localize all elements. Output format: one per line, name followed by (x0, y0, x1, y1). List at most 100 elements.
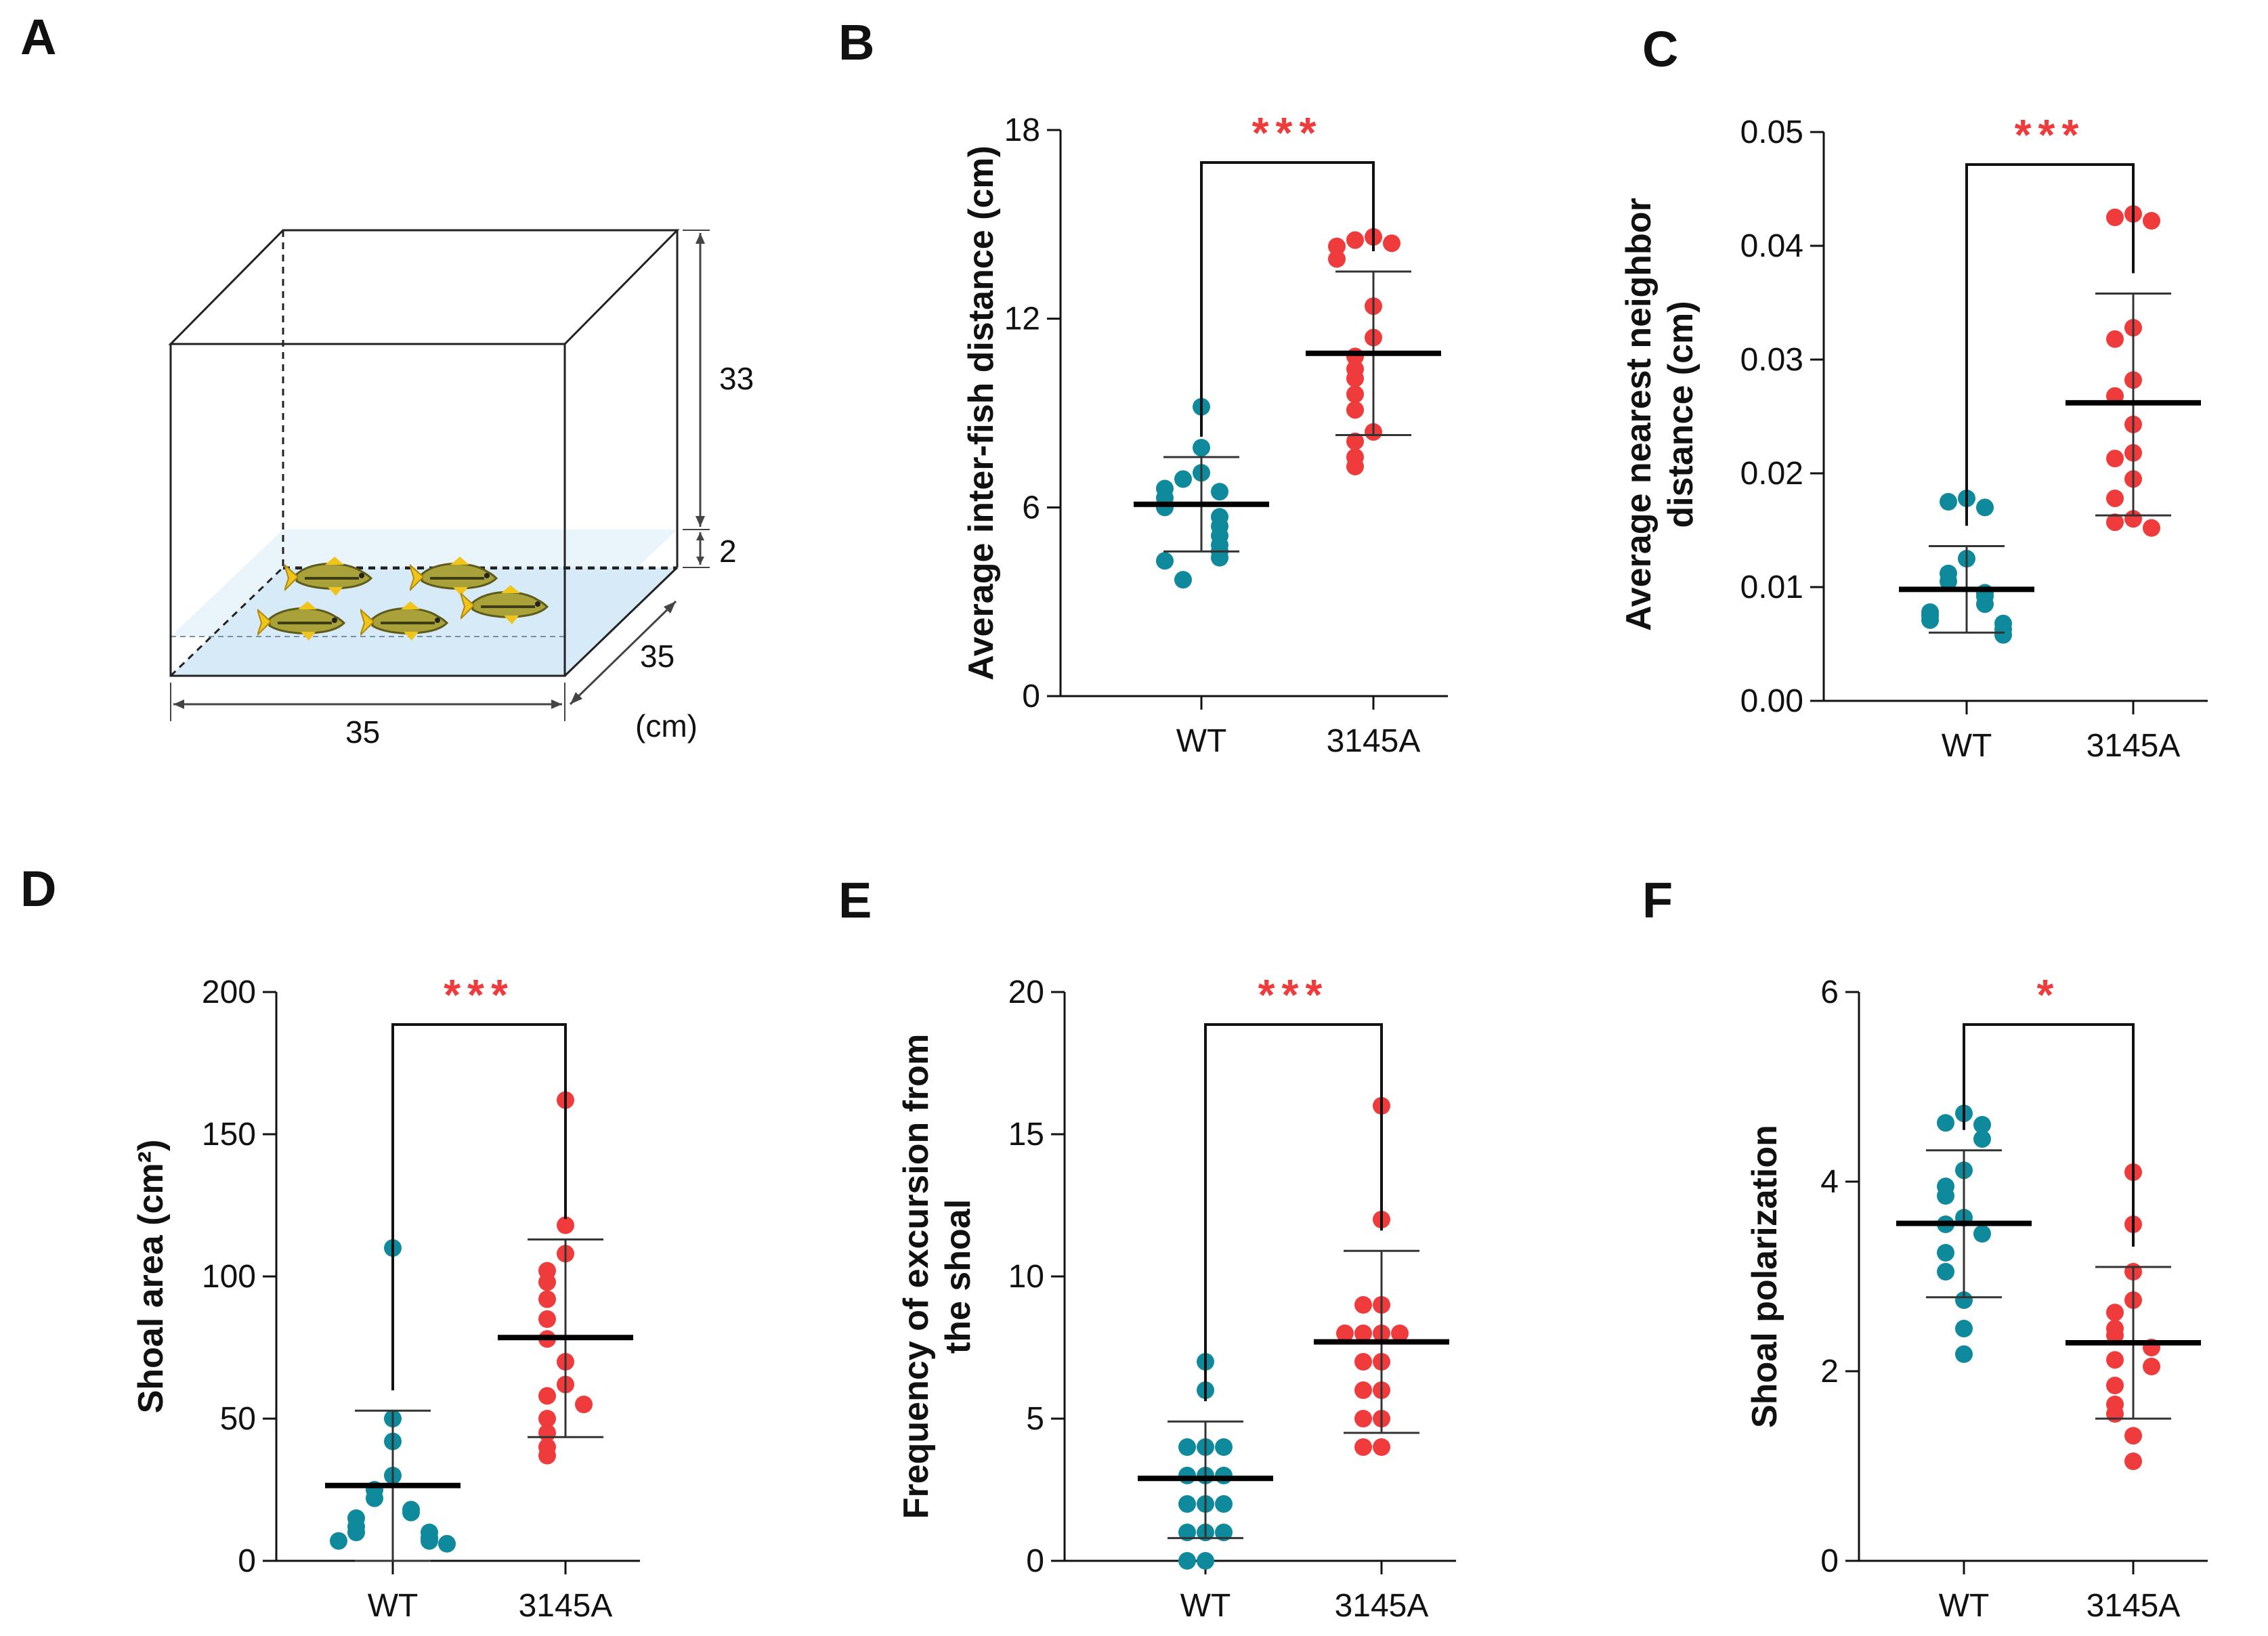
y-tick-label: 100 (202, 1259, 256, 1295)
data-point (2106, 1304, 2124, 1322)
data-point (2106, 489, 2124, 507)
data-point (1373, 1438, 1390, 1456)
x-tick-label: WT (1180, 1588, 1231, 1624)
y-axis-label-line: Average nearest neighbor (1619, 198, 1659, 631)
data-point (1328, 250, 1346, 268)
y-tick-label: 0.02 (1740, 456, 1803, 492)
y-tick-label: 0 (1820, 1543, 1839, 1579)
y-tick-label: 0.03 (1740, 342, 1803, 378)
tank-depth-label: 35 (640, 639, 675, 674)
data-point (1328, 237, 1346, 255)
data-point (1211, 548, 1228, 567)
tank-width-label: 35 (345, 714, 380, 750)
significance-bracket (1204, 1023, 1383, 1402)
data-point (1354, 1381, 1372, 1399)
data-point (1156, 552, 1174, 570)
data-point (1955, 1320, 1973, 1337)
x-tick-label: WT (1942, 728, 1992, 764)
y-tick-label: 6 (1022, 490, 1040, 525)
data-point (1215, 1524, 1233, 1541)
data-point (1346, 457, 1364, 475)
y-tick-label: 5 (1026, 1401, 1044, 1437)
y-axis-label: Shoal area (cm²) (131, 1140, 171, 1414)
y-tick-label: 4 (1820, 1164, 1839, 1200)
data-point (2106, 1405, 2124, 1423)
data-point (2106, 1326, 2124, 1344)
data-point (1940, 572, 1957, 590)
data-point (1976, 595, 1994, 614)
significance-bracket (1965, 163, 2135, 526)
data-point (1174, 571, 1192, 589)
y-axis-label-line: Shoal polarization (1745, 1125, 1784, 1428)
data-point (1937, 1114, 1954, 1132)
data-point (1383, 234, 1400, 253)
data-point (1193, 439, 1210, 457)
y-axis-label: Frequency of excursion fromthe shoal (897, 1034, 978, 1520)
significance-bracket (391, 1023, 567, 1391)
x-tick-label: 3145A (1327, 723, 1421, 759)
y-axis-label: Average nearest neighbordistance (cm) (1619, 198, 1700, 631)
y-tick-label: 20 (1008, 974, 1044, 1010)
panel-label-f: F (1642, 872, 1673, 928)
data-point (1354, 1353, 1372, 1371)
data-point (2124, 1427, 2142, 1445)
significance-stars: *** (1258, 970, 1329, 1019)
chart-c: 0.00 0.01 0.02 0.03 0.04 0.05 WT 3145A Average n… (1619, 110, 2208, 764)
x-tick-label: 3145A (2087, 728, 2181, 764)
y-tick-label: 50 (220, 1401, 256, 1437)
data-point (1215, 1467, 1233, 1484)
data-point (1354, 1325, 1372, 1342)
data-point (1973, 1130, 1991, 1148)
x-tick-label: WT (368, 1588, 419, 1624)
data-point (2143, 519, 2160, 537)
data-point (1940, 493, 1957, 511)
unit-label: (cm) (635, 708, 698, 744)
data-point (1973, 1116, 1991, 1134)
tank-diagram: 33 2 35 35 (cm) (168, 229, 754, 750)
data-point (1976, 498, 1994, 517)
data-point (1937, 1187, 1954, 1205)
data-point (2106, 1377, 2124, 1394)
y-tick-label: 0.04 (1740, 228, 1803, 264)
panel-label-b: B (838, 14, 874, 70)
data-point (1354, 1410, 1372, 1427)
data-point (557, 1216, 574, 1234)
data-point (1354, 1296, 1372, 1314)
y-tick-label: 0.01 (1740, 569, 1803, 605)
y-axis-label-line: Frequency of excursion from (897, 1034, 936, 1520)
significance-bracket (1200, 161, 1375, 437)
data-point (2106, 513, 2124, 532)
data-point (402, 1503, 420, 1522)
data-point (1197, 1552, 1214, 1570)
y-tick-label: 2 (1820, 1354, 1839, 1390)
y-tick-label: 200 (202, 974, 256, 1010)
y-tick-label: 6 (1820, 974, 1839, 1010)
data-point (1937, 1263, 1954, 1280)
data-point (1178, 1438, 1196, 1456)
y-tick-label: 0 (1026, 1543, 1044, 1579)
significance-stars: *** (2015, 110, 2086, 159)
tank-height-label: 33 (719, 361, 754, 396)
data-point (2106, 330, 2124, 348)
y-axis-label-line: the shoal (939, 1199, 978, 1354)
chart-f: 0 2 4 6 WT 3145A Shoal polarization * (1745, 970, 2208, 1624)
significance-stars: * (2037, 970, 2061, 1019)
data-point (538, 1446, 556, 1465)
x-tick-label: WT (1176, 723, 1227, 759)
y-tick-label: 12 (1004, 301, 1040, 337)
significance-bracket (1963, 1023, 2135, 1247)
y-tick-label: 0 (238, 1543, 256, 1579)
y-tick-label: 18 (1004, 112, 1040, 148)
data-point (1346, 385, 1364, 404)
x-tick-label: 3145A (519, 1588, 613, 1624)
chart-b: 0 6 12 18 WT 3145A Average inter-fish distance… (962, 108, 1448, 759)
data-point (1346, 369, 1364, 387)
data-point (1921, 611, 1939, 629)
chart-e: 0 5 10 15 20 WT 3145A Frequency of excursion fr… (897, 970, 1456, 1624)
y-axis-label-line: Shoal area (cm²) (131, 1140, 171, 1414)
data-point (1215, 1495, 1233, 1513)
y-tick-label: 15 (1008, 1117, 1044, 1153)
data-point (1937, 1244, 1954, 1262)
y-axis-label: Shoal polarization (1745, 1125, 1784, 1428)
y-tick-label: 0.05 (1740, 114, 1803, 150)
